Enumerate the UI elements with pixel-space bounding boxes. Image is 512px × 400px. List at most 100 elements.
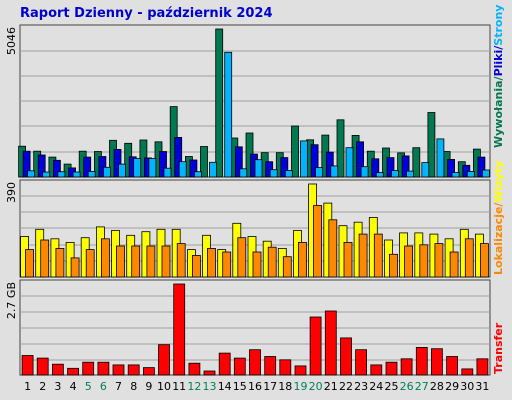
x-tick-label-day-6: 6: [100, 380, 107, 393]
bar-pliki-day-11: [174, 136, 183, 178]
bar-transfer-day-19: [294, 365, 307, 376]
x-tick-label-day-27: 27: [415, 380, 429, 393]
bar-transfer-day-16: [249, 349, 261, 376]
x-tick-label-day-25: 25: [385, 380, 399, 393]
bar-strony-day-4: [72, 171, 81, 178]
legend-entry-strony: Strony: [492, 5, 505, 46]
bar-transfer-day-27: [415, 346, 428, 376]
bar-pliki-day-6: [98, 156, 107, 178]
bar-pliki-day-1: [22, 150, 31, 178]
bar-lokalizacje-day-7: [116, 245, 125, 278]
bar-transfer-day-14: [218, 352, 231, 376]
bar-transfer-day-20: [309, 316, 322, 376]
bar-transfer-day-2: [36, 357, 49, 376]
bar-transfer-day-24: [370, 364, 383, 376]
bar-strony-day-18: [284, 170, 293, 178]
bar-strony-day-29: [451, 172, 460, 178]
bar-strony-day-31: [481, 169, 490, 178]
x-tick-label-day-4: 4: [70, 380, 77, 393]
bar-pliki-day-26: [401, 155, 410, 178]
bar-strony-day-7: [118, 163, 126, 178]
bar-strony-day-10: [163, 167, 172, 178]
bar-transfer-day-15: [233, 357, 246, 376]
x-tick-label-day-24: 24: [369, 380, 383, 393]
bar-transfer-day-30: [461, 368, 474, 376]
bar-pliki-day-24: [371, 158, 380, 178]
bar-transfer-day-22: [340, 337, 352, 376]
x-tick-label-day-29: 29: [445, 380, 459, 393]
bar-pliki-day-15: [234, 146, 243, 178]
bar-pliki-day-3: [53, 159, 61, 178]
bar-strony-day-20: [315, 167, 324, 178]
bar-strony-day-28: [436, 138, 445, 178]
bar-lokalizacje-day-6: [101, 238, 110, 278]
bar-transfer-day-26: [400, 358, 413, 376]
bar-strony-day-13: [209, 161, 217, 178]
x-tick-label-day-9: 9: [145, 380, 152, 393]
x-tick-label-day-28: 28: [430, 380, 444, 393]
bar-pliki-day-5: [83, 156, 92, 178]
x-tick-label-day-8: 8: [130, 380, 137, 393]
x-tick-label-day-23: 23: [354, 380, 368, 393]
legend-entry-wizyty: Wizyty: [492, 161, 505, 203]
bar-lokalizacje-day-18: [282, 256, 292, 278]
bar-transfer-day-11: [173, 283, 186, 376]
bar-strony-day-1: [27, 170, 36, 178]
y-tick-label: 390: [5, 182, 18, 203]
bar-lokalizacje-day-26: [404, 245, 414, 278]
bar-wywołania-day-27: [412, 147, 421, 178]
bar-transfer-day-17: [264, 356, 277, 376]
x-tick-label-day-11: 11: [172, 380, 186, 393]
bar-lokalizacje-day-8: [131, 245, 141, 278]
bar-lokalizacje-day-1: [25, 249, 35, 278]
legend-entry-lokalizacje: Lokalizacje/: [492, 202, 505, 275]
legend-label: Lokalizacje/Wizyty: [492, 161, 505, 275]
bar-wywołania-day-22: [336, 119, 345, 178]
bar-pliki-day-25: [386, 157, 395, 178]
bar-strony-day-15: [239, 168, 248, 178]
bar-pliki-day-20: [310, 144, 319, 178]
chart-title: Raport Dzienny - październik 2024: [20, 6, 273, 21]
bar-transfer-day-13: [203, 370, 216, 376]
legend-entry-wywołania: Wywołania/: [492, 75, 505, 148]
bar-transfer-day-10: [158, 344, 170, 376]
bar-transfer-day-28: [430, 348, 443, 376]
x-tick-label-day-1: 1: [24, 380, 31, 393]
bar-transfer-day-29: [446, 356, 459, 376]
bar-lokalizacje-day-16: [252, 251, 262, 278]
bar-transfer-day-31: [476, 358, 489, 376]
bar-lokalizacje-day-29: [449, 251, 459, 278]
x-tick-label-day-17: 17: [263, 380, 277, 393]
bar-lokalizacje-day-5: [85, 249, 95, 278]
bar-lokalizacje-day-31: [479, 243, 489, 278]
panel-top: 5046 Wywołania/Pliki/Strony: [5, 5, 505, 178]
legend-label: Wywołania/Pliki/Strony: [492, 5, 505, 148]
bar-transfer-day-12: [188, 362, 201, 376]
bar-strony-day-14: [224, 51, 233, 178]
legend-entry-pliki: Pliki/: [492, 45, 505, 77]
bar-strony-day-19: [300, 140, 308, 178]
bar-transfer-day-18: [279, 359, 292, 376]
bar-lokalizacje-day-14: [222, 251, 232, 278]
bar-lokalizacje-day-23: [358, 233, 368, 278]
panel-bottom: 2.7 GB Transfer: [5, 279, 505, 376]
bar-strony-day-11: [178, 161, 187, 178]
bar-strony-day-17: [269, 169, 278, 178]
x-tick-label-day-10: 10: [157, 380, 171, 393]
x-tick-label-day-2: 2: [39, 380, 46, 393]
bar-transfer-day-8: [127, 364, 140, 376]
bar-lokalizacje-day-9: [146, 245, 156, 278]
y-tick-label: 5046: [5, 27, 18, 55]
y-tick-label: 2.7 GB: [5, 282, 18, 319]
panel-middle: 390 Lokalizacje/Wizyty: [5, 161, 505, 278]
bar-strony-day-30: [466, 170, 475, 178]
bar-strony-day-24: [375, 172, 384, 178]
bar-lokalizacje-day-3: [55, 247, 65, 278]
bar-pliki-day-23: [356, 141, 365, 178]
bar-lokalizacje-day-25: [389, 253, 398, 278]
x-tick-label-day-19: 19: [294, 380, 308, 393]
bar-wywołania-day-13: [200, 146, 208, 178]
bar-transfer-day-9: [142, 367, 155, 376]
bar-strony-day-12: [193, 171, 202, 178]
